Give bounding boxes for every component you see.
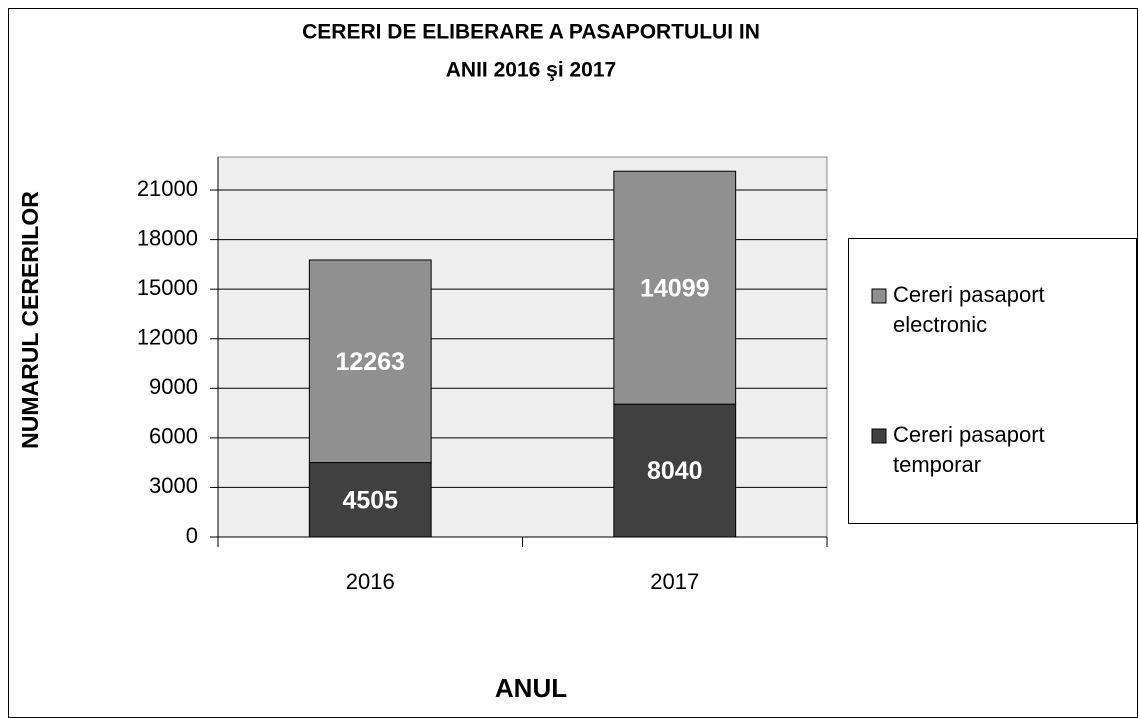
chart-title: CERERI DE ELIBERARE A PASAPORTULUI IN: [302, 21, 760, 44]
bar-segment: [613, 403, 737, 538]
y-axis-label: NUMARUL CERERILOR: [17, 191, 43, 449]
bar-segment: [308, 259, 432, 464]
chart-title: ANII 2016 şi 2017: [446, 59, 616, 82]
y-tick-label: 21000: [137, 176, 198, 201]
y-tick-label: 6000: [149, 424, 198, 449]
legend-entry: Cereri pasaport temporar: [893, 422, 1045, 477]
bar-segment: [308, 462, 432, 538]
y-tick-label: 9000: [149, 374, 198, 399]
y-tick-label: 18000: [137, 225, 198, 250]
legend-swatch: [871, 288, 887, 304]
data-label: 14099: [640, 274, 710, 302]
legend-label: Cereri pasaport electronic: [893, 282, 1045, 337]
data-label: 12263: [335, 348, 405, 376]
y-tick-label: 12000: [137, 325, 198, 350]
x-tick-label: 2017: [650, 569, 699, 594]
legend-entry: Cereri pasaport electronic: [893, 282, 1045, 337]
y-tick-label: 0: [186, 523, 198, 548]
x-tick-label: 2016: [346, 569, 395, 594]
legend-swatch: [871, 428, 887, 444]
y-tick-label: 15000: [137, 275, 198, 300]
y-tick-label: 3000: [149, 473, 198, 498]
legend-box: [848, 238, 1137, 524]
legend-label: Cereri pasaport temporar: [893, 422, 1045, 477]
data-label: 4505: [342, 486, 398, 514]
bar-segment: [613, 170, 737, 405]
data-label: 8040: [647, 457, 703, 485]
x-axis-label: ANUL: [495, 673, 567, 703]
